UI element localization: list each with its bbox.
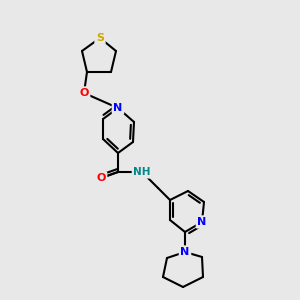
Text: NH: NH (133, 167, 151, 177)
Text: N: N (180, 247, 190, 257)
Text: N: N (197, 217, 207, 227)
Text: O: O (96, 173, 106, 183)
Text: S: S (96, 33, 104, 43)
Text: N: N (113, 103, 123, 113)
Text: O: O (79, 88, 89, 98)
